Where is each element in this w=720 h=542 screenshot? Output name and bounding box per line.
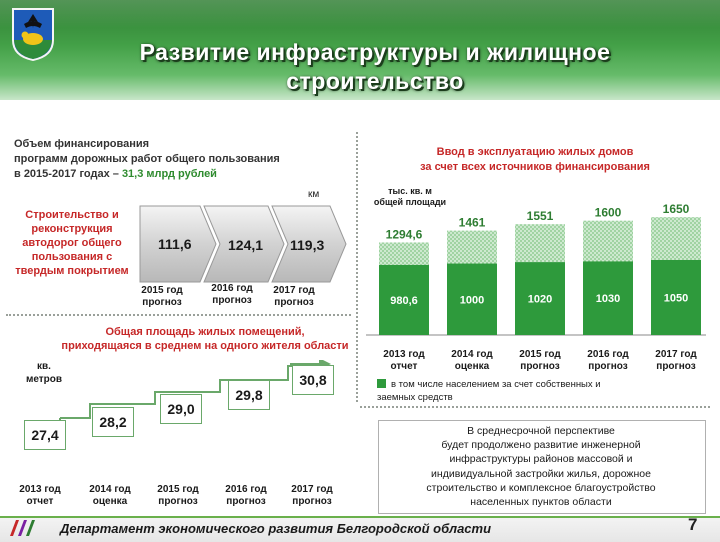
page-title: Развитие инфраструктуры и жилищное строи… bbox=[60, 38, 690, 96]
footer-text: Департамент экономического развития Белг… bbox=[60, 521, 492, 536]
title-line-2: строительство bbox=[286, 68, 464, 94]
living-area-year-2016: 2016 год прогноз bbox=[225, 484, 267, 507]
roads-value-2017: 119,3 bbox=[290, 237, 325, 253]
title-line-1: Развитие инфраструктуры и жилищное bbox=[139, 39, 611, 65]
bar-total-label-1: 1461 bbox=[459, 216, 486, 230]
roads-year-2017: 2017 год прогноз bbox=[273, 285, 315, 308]
chevron-2016 bbox=[203, 205, 285, 283]
housing-legend: в том числе населением за счет собственн… bbox=[377, 378, 697, 404]
bar-own-1 bbox=[447, 263, 497, 335]
living-area-year-2017: 2017 год прогноз bbox=[291, 484, 333, 507]
legend-swatch bbox=[377, 379, 386, 388]
roads-funding-title: Объем финансирования программ дорожных р… bbox=[14, 138, 280, 180]
funding-amount: 31,3 млрд рублей bbox=[121, 168, 217, 180]
bar-own-label-3: 1030 bbox=[596, 293, 620, 305]
living-area-year-2013: 2013 год отчет bbox=[19, 484, 61, 507]
roads-unit-label: км bbox=[308, 189, 320, 200]
living-area-value-2013: 27,4 bbox=[24, 420, 66, 450]
footer-bar bbox=[0, 516, 720, 542]
living-area-value-2014: 28,2 bbox=[92, 407, 134, 437]
bar-own-label-1: 1000 bbox=[460, 294, 484, 306]
ministry-logo-icon bbox=[10, 520, 35, 536]
bar-category-label-0: 2013 год bbox=[383, 349, 425, 360]
bar-own-0 bbox=[379, 264, 429, 335]
bar-category-label-3: прогноз bbox=[588, 361, 627, 372]
left-divider bbox=[6, 314, 351, 316]
header-shine bbox=[0, 0, 720, 28]
bar-own-label-0: 980,6 bbox=[390, 295, 418, 307]
roads-year-2016: 2016 год прогноз bbox=[211, 283, 253, 306]
bar-category-label-3: 2016 год bbox=[587, 349, 629, 360]
bar-category-label-4: прогноз bbox=[656, 361, 695, 372]
bar-own-4 bbox=[651, 260, 701, 335]
roads-arrow-chevrons bbox=[139, 205, 347, 283]
roads-value-2015: 111,6 bbox=[158, 236, 192, 252]
bar-own-3 bbox=[583, 261, 633, 335]
roads-construction-label: Строительство и реконструкция автодорог … bbox=[15, 209, 129, 277]
legend-label-line2: заемных средств bbox=[377, 392, 453, 403]
bar-own-2 bbox=[515, 262, 565, 335]
chevron-2015 bbox=[139, 205, 217, 283]
bar-category-label-2: 2015 год bbox=[519, 349, 561, 360]
header-banner bbox=[0, 0, 720, 100]
bar-own-label-4: 1050 bbox=[664, 293, 688, 305]
bar-own-label-2: 1020 bbox=[528, 294, 552, 306]
bar-category-label-1: оценка bbox=[455, 361, 490, 372]
living-area-value-2016: 29,8 bbox=[228, 380, 270, 410]
note-box bbox=[378, 420, 706, 514]
bar-total-label-2: 1551 bbox=[527, 209, 554, 223]
right-divider bbox=[360, 406, 710, 408]
bar-category-label-2: прогноз bbox=[520, 361, 559, 372]
vertical-divider bbox=[356, 132, 358, 402]
housing-chart-title: Ввод в эксплуатацию жилых домов за счет … bbox=[420, 146, 650, 173]
living-area-value-2017: 30,8 bbox=[292, 365, 334, 395]
note-text: В среднесрочной перспективе будет продол… bbox=[426, 425, 656, 509]
living-area-year-2014: 2014 год оценка bbox=[89, 484, 131, 507]
bar-category-label-4: 2017 год bbox=[655, 349, 697, 360]
living-area-value-2015: 29,0 bbox=[160, 394, 202, 424]
bar-category-label-0: отчет bbox=[391, 361, 418, 372]
page-number: 7 bbox=[688, 515, 698, 534]
bar-total-label-4: 1650 bbox=[663, 202, 690, 216]
legend-label: в том числе населением за счет собственн… bbox=[391, 379, 601, 390]
bar-total-label-3: 1600 bbox=[595, 206, 622, 220]
region-emblem-icon bbox=[12, 8, 54, 62]
bar-category-label-1: 2014 год bbox=[451, 349, 493, 360]
housing-unit-label: тыс. кв. м общей площади bbox=[373, 186, 447, 207]
roads-value-2016: 124,1 bbox=[228, 237, 264, 253]
roads-year-2015: 2015 год прогноз bbox=[141, 285, 183, 308]
living-area-unit: кв. метров bbox=[25, 361, 63, 385]
chevron-2017 bbox=[271, 205, 347, 283]
bar-total-label-0: 1294,6 bbox=[386, 228, 423, 242]
living-area-year-2015: 2015 год прогноз bbox=[157, 484, 199, 507]
living-area-title: Общая площадь жилых помещений, приходяща… bbox=[61, 326, 349, 352]
